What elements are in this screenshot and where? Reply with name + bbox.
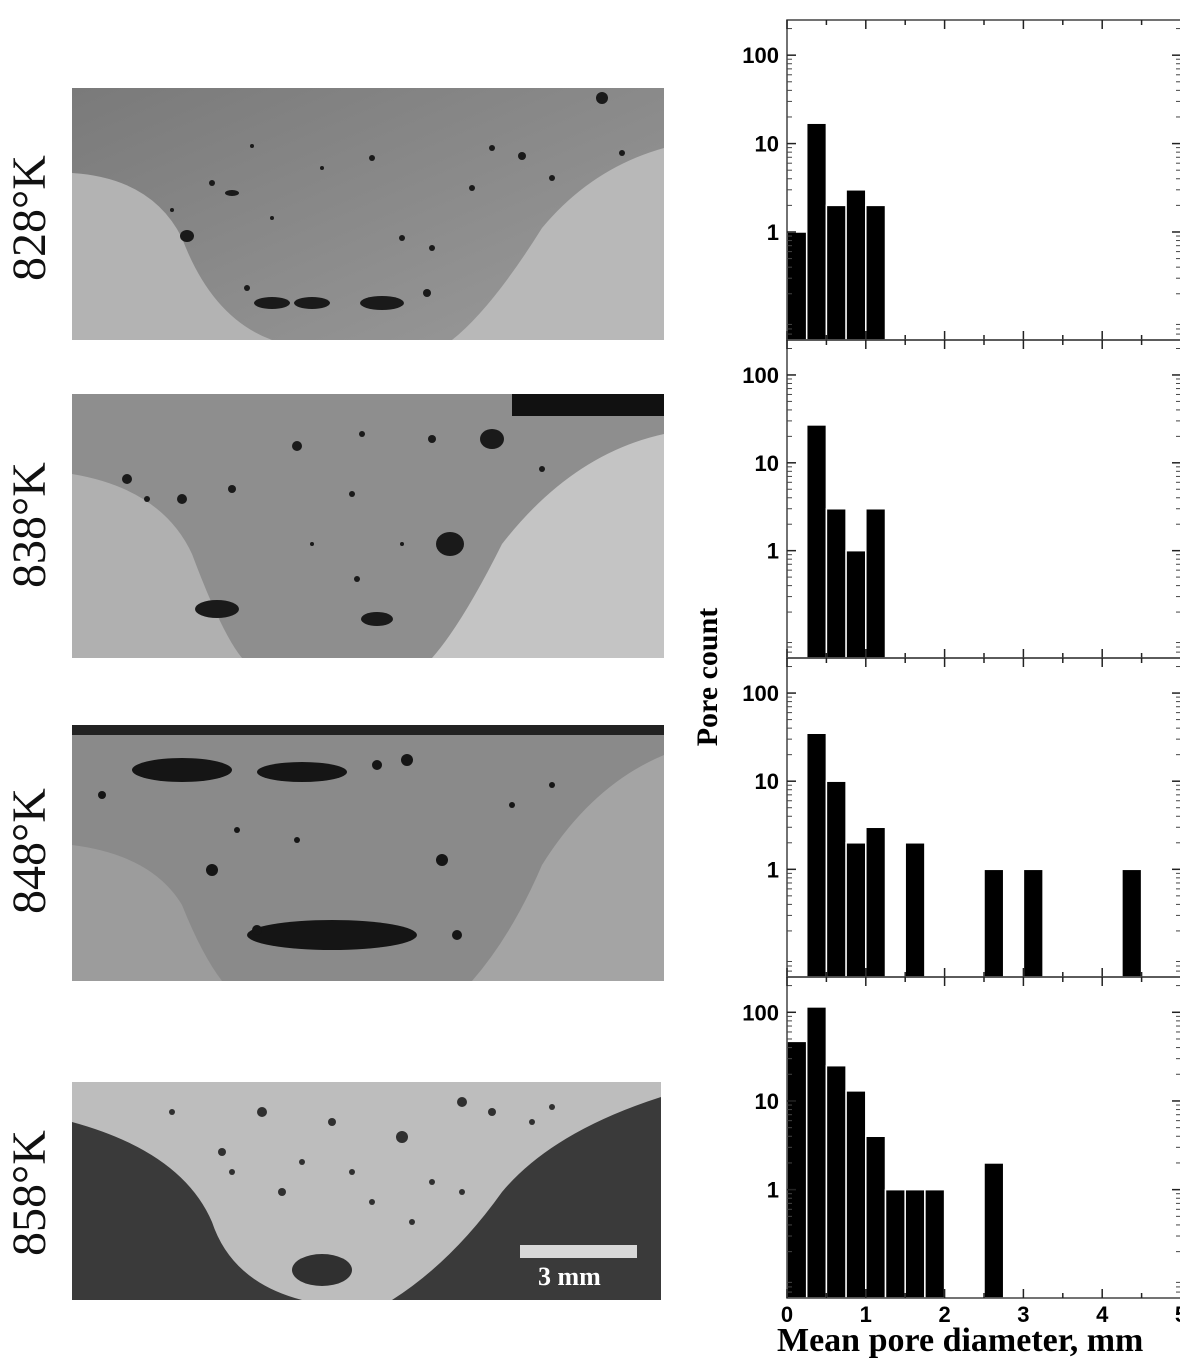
bar-p2-5: [983, 868, 1005, 978]
bar-p0-0: [786, 231, 808, 341]
y-tick-label-p2-2: 100: [742, 681, 779, 706]
temp-label-828: 828°K: [3, 155, 56, 281]
bar-p2-3: [865, 826, 887, 978]
x-tick-label-5: 5: [1175, 1302, 1180, 1327]
scale-bar-label: 3 mm: [538, 1262, 601, 1291]
bar-p2-4: [904, 842, 926, 978]
temp-label-838: 838°K: [3, 462, 56, 588]
x-tick-label-3: 3: [1017, 1302, 1029, 1327]
bar-p2-6: [1022, 868, 1044, 978]
bar-p3-2: [825, 1064, 847, 1299]
x-axis-label: Mean pore diameter, mm: [777, 1322, 1144, 1359]
micrograph-828: [72, 88, 664, 340]
micrograph-838: [72, 394, 664, 658]
x-tick-label-1: 1: [860, 1302, 872, 1327]
bar-p1-1: [825, 507, 847, 659]
bar-p2-2: [845, 842, 867, 978]
micrograph-848: [72, 725, 664, 981]
micrograph-858: 3 mm: [72, 1082, 661, 1300]
x-tick-label-2: 2: [938, 1302, 950, 1327]
pore-histogram-chart: 1 10 100 1 10 100 1 10 100 1 10 100 0 1 2 3 4 5: [742, 19, 1180, 1327]
bar-p2-7: [1121, 868, 1143, 978]
y-tick-label-p2-0: 1: [767, 857, 779, 882]
bar-p3-8: [983, 1162, 1005, 1299]
y-tick-label-p1-0: 1: [767, 539, 779, 564]
y-tick-label-p2-1: 10: [755, 769, 779, 794]
y-tick-label-p1-1: 10: [755, 451, 779, 476]
bar-p3-1: [805, 1006, 828, 1299]
temp-label-848: 848°K: [3, 788, 56, 914]
bar-p2-1: [825, 780, 847, 978]
bar-p0-4: [865, 204, 887, 341]
bar-p0-1: [805, 122, 828, 341]
y-tick-label-p3-1: 10: [755, 1089, 779, 1114]
y-tick-label-p0-1: 10: [755, 132, 779, 157]
y-axis-label: Pore count: [691, 607, 724, 747]
x-tick-label-4: 4: [1096, 1302, 1109, 1327]
bar-p3-3: [845, 1090, 867, 1299]
temp-label-858: 858°K: [3, 1130, 56, 1256]
y-tick-label-p0-0: 1: [767, 220, 779, 245]
bar-p0-3: [845, 189, 867, 341]
y-tick-label-p3-0: 1: [767, 1178, 779, 1203]
scale-bar: [520, 1245, 637, 1258]
bar-p0-2: [825, 204, 847, 341]
bar-p3-0: [786, 1040, 808, 1299]
bar-p3-6: [904, 1188, 926, 1299]
bar-p1-2: [845, 549, 867, 659]
bar-p1-0: [805, 424, 828, 659]
y-tick-label-p1-2: 100: [742, 363, 779, 388]
bar-p3-5: [884, 1188, 906, 1299]
x-tick-label-0: 0: [781, 1302, 793, 1327]
bar-p1-3: [865, 507, 887, 659]
y-tick-label-p3-2: 100: [742, 1000, 779, 1025]
bar-p3-4: [865, 1135, 887, 1299]
bar-p2-0: [805, 732, 828, 978]
bar-p3-7: [924, 1188, 946, 1299]
y-tick-label-p0-2: 100: [742, 43, 779, 68]
